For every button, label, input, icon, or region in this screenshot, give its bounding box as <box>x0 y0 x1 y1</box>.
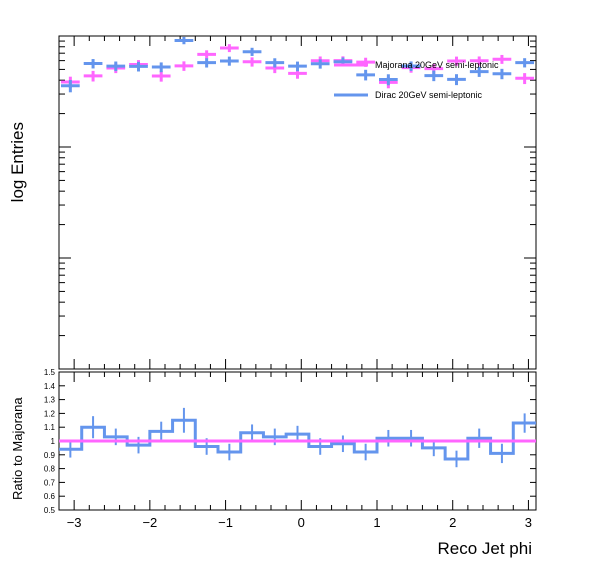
main-axis-ticks <box>58 36 536 369</box>
data-point <box>151 70 171 82</box>
data-point <box>174 61 194 71</box>
ratio-step-line-dirac <box>59 418 536 461</box>
data-point <box>356 69 375 81</box>
ratio-y-tick-label: 1.1 <box>44 423 56 432</box>
data-point <box>242 47 262 56</box>
data-point <box>447 56 466 66</box>
data-point <box>379 74 398 86</box>
legend-label-dirac: Dirac 20GeV semi-leptonic <box>375 90 483 100</box>
ratio-axis-ticks: 0.5 0.6 0.7 0.8 0.9 1 1.1 1.2 1.3 1.4 1.5 −3 −2 −1 0 1 2… <box>44 368 536 530</box>
ratio-y-tick-label: 0.5 <box>44 506 56 515</box>
data-point <box>220 44 239 53</box>
ratio-y-tick-label: 1.5 <box>44 368 56 377</box>
data-point <box>83 59 103 69</box>
x-tick-label: 1 <box>373 515 380 530</box>
x-tick-label: −3 <box>67 515 82 530</box>
x-tick-label: 0 <box>298 515 305 530</box>
x-tick-label: 3 <box>525 515 532 530</box>
data-point <box>469 56 489 66</box>
data-point <box>492 54 512 64</box>
ratio-y-tick-label: 0.6 <box>44 492 56 501</box>
ratio-plot-panel: 0.5 0.6 0.7 0.8 0.9 1 1.1 1.2 1.3 1.4 1.5 −3 −2 −1 0 1 2… <box>10 368 537 558</box>
data-point <box>288 61 307 72</box>
ratio-y-tick-label: 0.8 <box>44 465 56 474</box>
data-point <box>424 70 444 82</box>
ratio-series-dirac <box>59 407 536 468</box>
data-point <box>242 57 262 67</box>
main-y-axis-label: log Entries <box>8 122 27 202</box>
main-plot-frame <box>58 35 537 370</box>
data-point <box>469 66 489 77</box>
data-point <box>310 59 330 69</box>
x-tick-label: −2 <box>142 515 157 530</box>
data-point <box>83 70 103 82</box>
main-series-group <box>61 36 534 93</box>
x-tick-label: −1 <box>218 515 233 530</box>
data-point <box>492 68 512 80</box>
ratio-y-tick-label: 0.9 <box>44 451 56 460</box>
ratio-y-tick-label: 1.2 <box>44 409 56 418</box>
data-point <box>447 74 466 86</box>
main-series-dirac <box>61 36 534 93</box>
legend-label-majorana: Majorana 20GeV semi-leptonic <box>375 60 499 70</box>
ratio-y-axis-label: Ratio to Majorana <box>10 397 25 500</box>
main-plot-panel: log Entries Majorana 20GeV semi-leptonic… <box>8 35 537 370</box>
data-point <box>61 80 80 93</box>
data-point <box>265 58 285 68</box>
data-point <box>197 58 216 68</box>
ratio-y-tick-label: 1.4 <box>44 382 56 391</box>
data-point <box>401 61 421 71</box>
data-point <box>220 56 239 66</box>
ratio-y-tick-label: 1.3 <box>44 396 56 405</box>
data-point <box>197 50 216 59</box>
ratio-series-group <box>59 407 536 468</box>
x-axis-label: Reco Jet phi <box>438 539 533 558</box>
x-tick-label: 2 <box>449 515 456 530</box>
legend: Majorana 20GeV semi-leptonic Dirac 20GeV… <box>334 60 499 100</box>
data-point <box>515 73 534 85</box>
data-point <box>174 36 194 45</box>
ratio-y-tick-label: 1 <box>51 437 56 446</box>
data-point <box>151 62 171 73</box>
data-point <box>515 58 534 68</box>
data-point <box>129 61 148 72</box>
data-point <box>106 61 126 72</box>
ratio-y-tick-label: 0.7 <box>44 478 56 487</box>
